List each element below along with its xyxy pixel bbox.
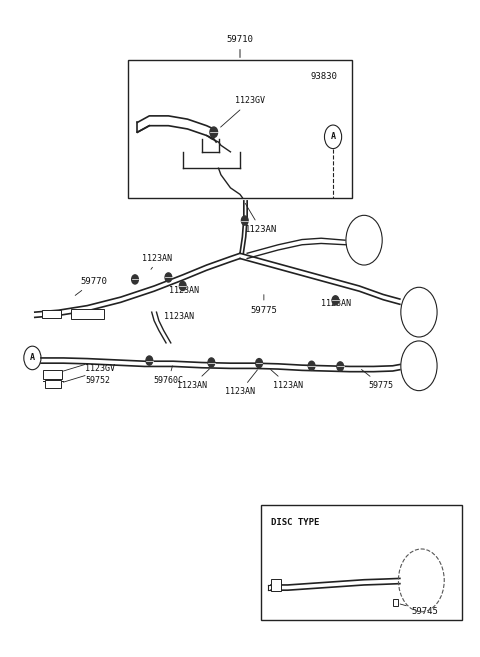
Text: 1123AN: 1123AN [169, 286, 199, 295]
Text: 59745: 59745 [400, 604, 439, 616]
Text: 1123AN: 1123AN [177, 369, 209, 390]
Text: 1123AN: 1123AN [271, 370, 303, 390]
Text: 1123GV: 1123GV [85, 365, 115, 373]
Text: 59752: 59752 [85, 376, 110, 384]
Text: A: A [331, 132, 336, 141]
Bar [43, 370, 62, 379]
Bar [271, 579, 281, 591]
Circle shape [337, 362, 344, 371]
Bar [45, 380, 61, 388]
Text: 59710: 59710 [227, 35, 253, 58]
Circle shape [132, 275, 138, 284]
Text: 1123AN: 1123AN [142, 254, 172, 263]
Text: 59775: 59775 [251, 294, 277, 315]
Bar [71, 309, 104, 319]
Circle shape [208, 358, 215, 367]
Circle shape [332, 296, 339, 305]
Circle shape [146, 356, 153, 365]
Text: 1123AN: 1123AN [225, 370, 257, 396]
Circle shape [241, 216, 248, 225]
Text: 59770: 59770 [75, 277, 107, 296]
Circle shape [180, 281, 186, 290]
Text: 93830: 93830 [311, 72, 338, 81]
Text: 1123AN: 1123AN [164, 312, 193, 321]
FancyBboxPatch shape [128, 60, 352, 198]
Text: 1123AN: 1123AN [245, 203, 277, 234]
FancyBboxPatch shape [262, 505, 462, 620]
Bar [42, 310, 61, 318]
Circle shape [165, 273, 172, 282]
Circle shape [210, 127, 217, 137]
Text: DISC TYPE: DISC TYPE [271, 518, 319, 527]
Text: 1123GV: 1123GV [221, 97, 265, 127]
Text: 59775: 59775 [361, 369, 394, 390]
Circle shape [308, 361, 315, 371]
Text: 1123AN: 1123AN [321, 299, 351, 308]
Bar [393, 599, 398, 606]
Text: A: A [30, 353, 35, 363]
Text: 59760C: 59760C [154, 366, 183, 385]
Circle shape [256, 359, 263, 368]
